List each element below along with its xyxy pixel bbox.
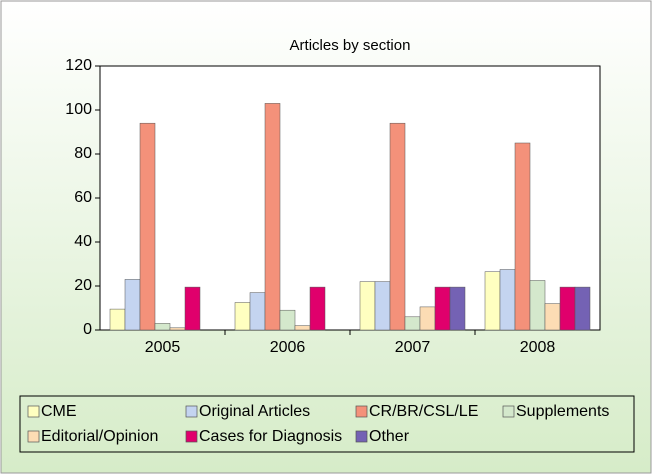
legend-swatch xyxy=(27,405,40,418)
bar xyxy=(234,302,251,331)
legend-label: CR/BR/CSL/LE xyxy=(369,403,478,420)
bar xyxy=(309,286,326,331)
legend-swatch xyxy=(185,430,198,443)
y-tick-label: 100 xyxy=(65,101,92,118)
bar xyxy=(404,316,421,331)
bar xyxy=(574,286,591,331)
legend-label: Editorial/Opinion xyxy=(41,428,158,445)
legend-swatch xyxy=(355,405,368,418)
bar xyxy=(109,308,126,331)
x-tick-label: 2006 xyxy=(270,339,306,356)
bar xyxy=(434,286,451,331)
legend-swatch xyxy=(502,405,515,418)
legend-label: Original Articles xyxy=(199,403,310,420)
bar xyxy=(169,327,186,331)
bar xyxy=(419,306,436,331)
legend-swatch xyxy=(27,430,40,443)
legend-label: Cases for Diagnosis xyxy=(199,428,342,445)
x-tick-label: 2007 xyxy=(395,339,431,356)
chart-title: Articles by section xyxy=(290,37,411,54)
legend-box xyxy=(19,395,635,453)
y-tick-label: 80 xyxy=(74,145,92,162)
bar xyxy=(544,303,561,331)
bar xyxy=(484,271,501,331)
bar xyxy=(184,286,201,331)
legend-swatch xyxy=(355,430,368,443)
bar xyxy=(529,280,546,331)
bar xyxy=(374,281,391,331)
bar xyxy=(359,281,376,331)
bar xyxy=(559,286,576,331)
x-tick-label: 2005 xyxy=(145,339,181,356)
bar xyxy=(449,286,466,331)
bar xyxy=(279,309,296,331)
bar xyxy=(514,142,531,331)
x-tick-label: 2008 xyxy=(520,339,556,356)
bar xyxy=(389,122,406,331)
y-tick-label: 0 xyxy=(83,321,92,338)
y-tick-label: 60 xyxy=(74,189,92,206)
bar xyxy=(154,323,171,331)
legend-swatch xyxy=(185,405,198,418)
y-tick-label: 40 xyxy=(74,233,92,250)
bar xyxy=(139,122,156,331)
bar xyxy=(249,292,266,331)
y-tick-label: 120 xyxy=(65,57,92,74)
bar xyxy=(264,103,281,331)
y-tick-label: 20 xyxy=(74,277,92,294)
bar xyxy=(124,279,141,331)
bar xyxy=(294,325,311,331)
legend-label: CME xyxy=(41,403,77,420)
legend-label: Other xyxy=(369,428,410,445)
bar xyxy=(499,269,516,331)
legend-label: Supplements xyxy=(516,403,609,420)
